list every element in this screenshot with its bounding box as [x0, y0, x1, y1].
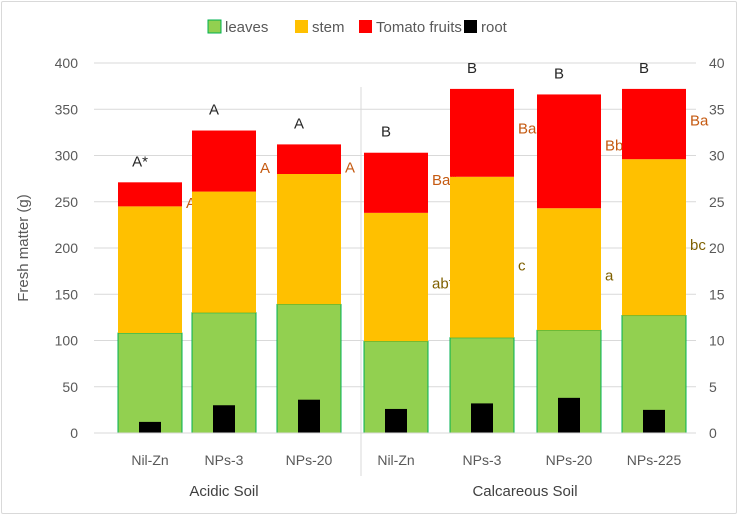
significance-letter-stem: c	[518, 257, 526, 274]
legend-label: leaves	[225, 19, 268, 36]
y-tick-label: 150	[55, 286, 79, 302]
significance-letter-fruit: A	[345, 160, 355, 177]
legend-swatch-stem	[295, 20, 308, 33]
bar-leaves	[117, 332, 183, 434]
y2-tick-label: 30	[709, 148, 725, 164]
significance-letter-top: A*	[132, 153, 148, 170]
y2-tick-label: 15	[709, 286, 725, 302]
bar-stem	[118, 206, 182, 334]
legend-swatch-leaves	[207, 19, 222, 34]
bar-root	[558, 397, 580, 433]
legend-label: Tomato fruits	[376, 19, 462, 36]
y-tick-label: 0	[70, 425, 78, 441]
bar-root	[385, 408, 407, 433]
y2-tick-label: 0	[709, 425, 717, 441]
y-tick-label: 200	[55, 240, 79, 256]
significance-letter-fruit: Ba	[690, 113, 709, 130]
significance-letter-stem: ab*	[432, 276, 455, 293]
significance-letter-top: B	[381, 124, 391, 141]
y2-tick-label: 20	[709, 240, 725, 256]
bar-root	[643, 409, 665, 433]
y2-tick-label: 10	[709, 333, 725, 349]
legend-label: root	[481, 19, 508, 36]
bar-stem	[450, 176, 514, 338]
significance-letter-stem: bc	[690, 237, 706, 254]
group-label: Acidic Soil	[189, 483, 258, 500]
y2-tick-label: 35	[709, 101, 725, 117]
y-axis-label: Fresh matter (g)	[15, 194, 32, 302]
x-tick-label: Nil-Zn	[131, 452, 168, 468]
x-tick-label: NPs-3	[205, 452, 244, 468]
bar-stem	[364, 212, 428, 342]
legend-swatch-tomato-fruits	[359, 20, 372, 33]
x-tick-label: NPs-3	[463, 452, 502, 468]
y-tick-label: 100	[55, 333, 79, 349]
bar-tomato-fruits	[277, 144, 341, 174]
group-label: Calcareous Soil	[472, 483, 577, 500]
significance-letter-top: B	[554, 65, 564, 82]
bar-tomato-fruits	[622, 88, 686, 160]
significance-letter-fruit: A	[260, 160, 270, 177]
bar-tomato-fruits	[537, 94, 601, 209]
bar-stem	[537, 208, 601, 331]
bar-stem	[277, 174, 341, 305]
x-tick-label: NPs-225	[627, 452, 682, 468]
significance-letter-fruit: Bb	[605, 138, 623, 155]
bar-stem	[192, 191, 256, 313]
y2-tick-label: 5	[709, 379, 717, 395]
significance-letter-top: B	[467, 60, 477, 77]
x-tick-label: Nil-Zn	[377, 452, 414, 468]
bar-root	[471, 403, 493, 433]
bar-tomato-fruits	[364, 152, 428, 213]
y2-tick-label: 40	[709, 55, 725, 71]
y-tick-label: 350	[55, 101, 79, 117]
y-tick-label: 250	[55, 194, 79, 210]
bar-tomato-fruits	[118, 182, 182, 207]
significance-letter-top: A	[294, 115, 304, 132]
bar-root	[298, 399, 320, 433]
legend-label: stem	[312, 19, 345, 36]
bar-stem	[622, 159, 686, 316]
x-tick-label: NPs-20	[546, 452, 593, 468]
y-tick-label: 50	[62, 379, 78, 395]
significance-letter-top: A	[209, 102, 219, 119]
bar-tomato-fruits	[192, 130, 256, 192]
legend-swatch-root	[464, 20, 477, 33]
bar-root	[139, 421, 161, 433]
y-tick-label: 300	[55, 148, 79, 164]
bar-tomato-fruits	[450, 88, 514, 177]
significance-letter-top: B	[639, 60, 649, 77]
x-tick-label: NPs-20	[286, 452, 333, 468]
significance-letter-stem: a	[605, 267, 614, 284]
bar-root	[213, 405, 235, 433]
y-tick-label: 400	[55, 55, 79, 71]
y2-tick-label: 25	[709, 194, 725, 210]
